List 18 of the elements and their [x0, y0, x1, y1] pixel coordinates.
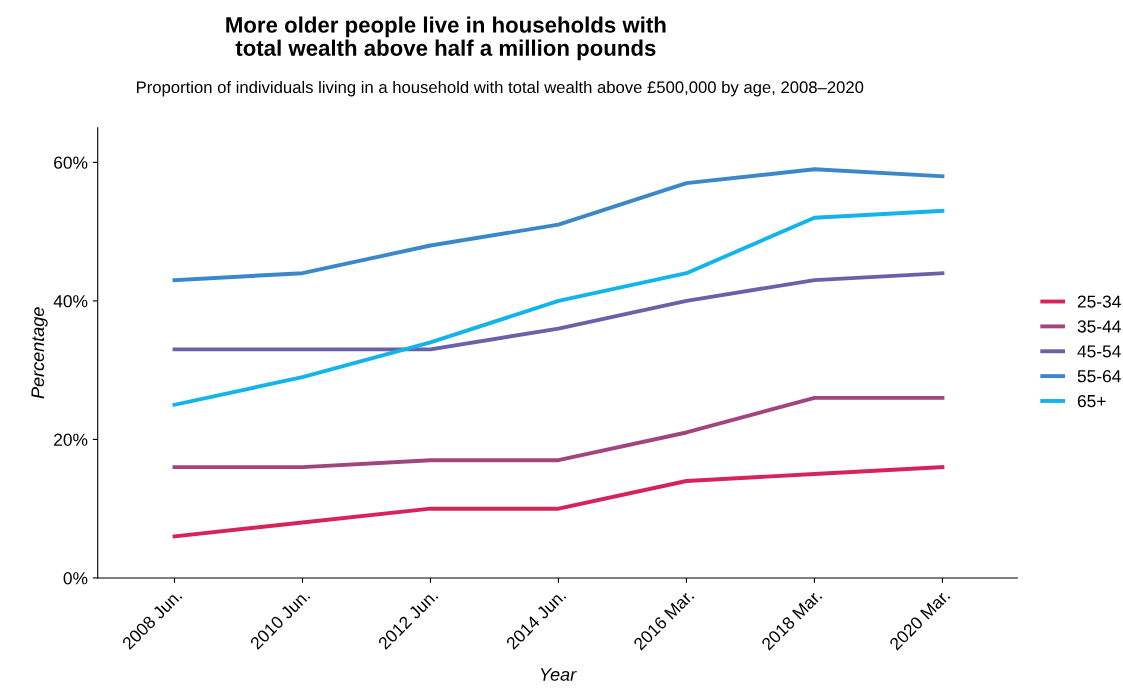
line-series — [172, 465, 945, 539]
legend-label: 25-34 — [1077, 295, 1121, 308]
legend-label: 55-64 — [1077, 370, 1121, 383]
y-axis-title: Percentage — [31, 307, 48, 399]
legend-label: 65+ — [1077, 394, 1106, 408]
chart-subtitle: Proportion of individuals living in a household with total wealth above £500,000 by age, 2008–2020 — [136, 80, 864, 97]
line-series — [172, 271, 945, 352]
y-tick-label: 20% — [54, 433, 88, 446]
y-tick-label: 60% — [54, 156, 88, 169]
y-tick-label: 0% — [63, 572, 88, 585]
x-axis-title: Year — [540, 668, 577, 681]
line-series — [172, 208, 945, 407]
chart-title: More older people live in households with total wealth above half a million pounds — [226, 16, 666, 61]
line-series — [172, 395, 945, 470]
y-tick-label: 40% — [53, 295, 88, 308]
legend-label: 45-54 — [1077, 345, 1121, 358]
legend-label: 35-44 — [1077, 320, 1121, 333]
line-series — [172, 167, 945, 283]
